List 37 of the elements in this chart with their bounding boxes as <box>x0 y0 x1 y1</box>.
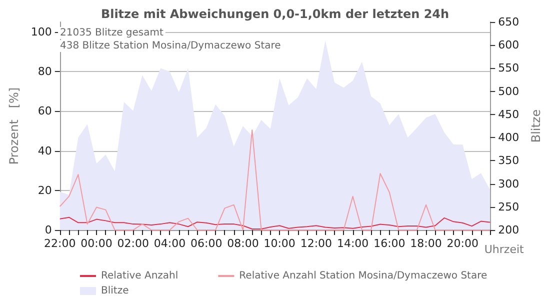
y2-tick-label: 500 <box>498 84 520 98</box>
y2-tick-label: 300 <box>498 177 520 190</box>
annotation: 438 Blitze Station Mosina/Dymaczewo Stare <box>60 40 281 52</box>
x-tick-label: 22:00 <box>44 237 76 250</box>
y2-tick-label: 450 <box>498 108 520 121</box>
y-axis-title: Prozent [%] <box>7 87 21 165</box>
chart-title: Blitze mit Abweichungen 0,0-1,0km der letzten 24h <box>100 7 450 21</box>
legend-label: Blitze <box>101 286 129 296</box>
x-axis-title: Uhrzeit <box>484 243 525 256</box>
y-tick-label: 40 <box>38 144 52 158</box>
x-tick-label: 04:00 <box>154 237 186 250</box>
y-tick-label: 100 <box>30 25 52 38</box>
y2-tick-label: 200 <box>498 224 520 236</box>
y-tick-label: 0 <box>44 224 52 236</box>
legend-label: Relative Anzahl Station Mosina/Dymaczewo Stare <box>239 270 488 282</box>
y2-tick-label: 350 <box>498 154 520 168</box>
legend-label: Relative Anzahl <box>101 270 178 282</box>
annotation: 21035 Blitze gesamt <box>60 28 164 38</box>
x-tick-label: 02:00 <box>117 237 149 250</box>
x-tick-label: 18:00 <box>410 237 442 250</box>
x-tick-label: 16:00 <box>374 237 406 250</box>
x-tick-label: 10:00 <box>264 237 296 250</box>
x-tick-label: 12:00 <box>300 237 332 250</box>
y-tick-label: 60 <box>38 104 52 118</box>
y-tick-label: 20 <box>38 184 52 197</box>
y2-tick-label: 400 <box>498 131 520 144</box>
y2-axis-title: Blitze <box>529 109 543 143</box>
x-tick-label: 14:00 <box>336 237 369 250</box>
y2-tick-label: 250 <box>498 200 520 214</box>
x-tick-label: 06:00 <box>190 237 222 250</box>
y2-tick-label: 550 <box>498 62 520 75</box>
y2-tick-label: 600 <box>498 38 520 52</box>
x-tick-label: 20:00 <box>446 237 478 250</box>
y-tick-label: 80 <box>38 65 52 78</box>
x-tick-label: 08:00 <box>227 237 259 250</box>
y2-tick-label: 650 <box>498 16 520 28</box>
x-tick-label: 00:00 <box>80 237 112 250</box>
